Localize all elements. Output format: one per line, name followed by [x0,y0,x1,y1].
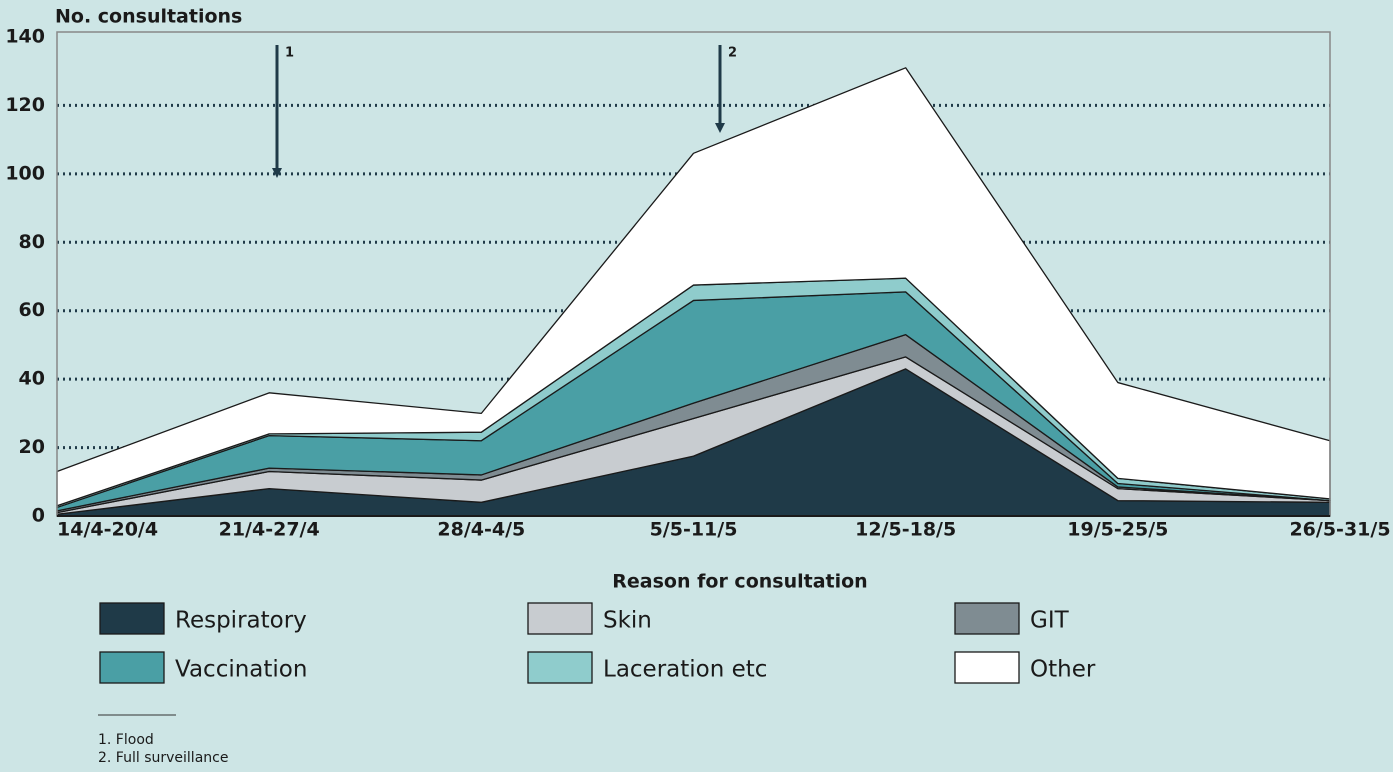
y-tick-label: 60 [19,299,45,321]
legend-swatch [527,651,593,684]
x-tick-label: 14/4-20/4 [57,519,158,541]
y-tick-label: 80 [19,231,45,253]
legend-swatch [99,602,165,635]
legend-swatch [99,651,165,684]
legend-swatch [954,602,1020,635]
legend-label: GIT [1030,608,1070,634]
legend-label: Skin [603,608,652,634]
legend-label: Vaccination [175,657,307,683]
y-tick-label: 20 [19,436,45,458]
y-tick-label: 40 [19,368,45,390]
legend-label: Respiratory [175,608,307,634]
y-axis-label: No. consultations [55,6,242,28]
arrow-head [715,123,725,133]
y-tick-label: 100 [5,162,45,184]
x-tick-label: 21/4-27/4 [219,519,320,541]
y-tick-label: 0 [32,505,45,527]
legend-title: Reason for consultation [612,571,867,593]
frame [56,31,1331,516]
annotation-label: 2 [728,46,737,61]
y-tick-label: 140 [5,26,45,48]
footnote: 1. Flood [98,732,154,748]
legend-label: Other [1030,657,1096,683]
legend-label: Laceration etc [603,657,767,683]
x-tick-label: 5/5-11/5 [650,519,738,541]
y-tick-label: 120 [5,94,45,116]
legend-swatch [954,651,1020,684]
annotation-label: 1 [285,46,294,61]
footnote: 2. Full surveillance [98,750,228,766]
x-tick-label: 28/4-4/5 [437,519,525,541]
legend-swatch [527,602,593,635]
arrow-head [272,168,282,178]
x-tick-label: 12/5-18/5 [855,519,956,541]
x-tick-label: 26/5-31/5 [1289,519,1390,541]
x-tick-label: 19/5-25/5 [1067,519,1168,541]
